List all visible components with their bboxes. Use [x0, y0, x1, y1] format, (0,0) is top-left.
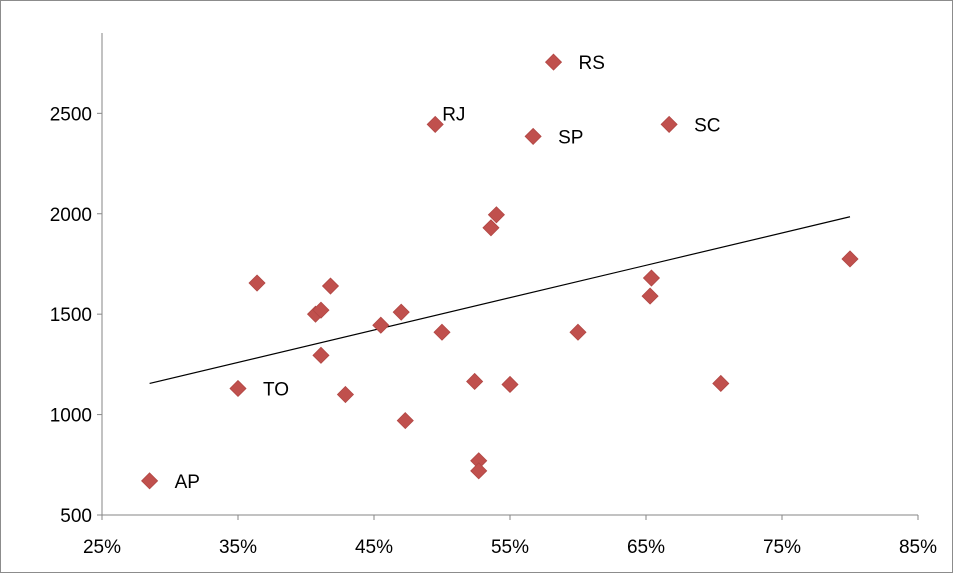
x-tick-label: 65%: [627, 537, 665, 558]
data-point: [641, 287, 659, 305]
x-tick-label: 35%: [219, 537, 257, 558]
y-tick-label: 2000: [50, 205, 92, 226]
x-tick-label: 85%: [899, 537, 937, 558]
data-point: [482, 219, 500, 237]
y-tick-label: 2500: [50, 104, 92, 125]
data-point: [426, 115, 444, 133]
data-point-label: AP: [175, 472, 200, 493]
data-point: [396, 412, 414, 430]
data-point: [372, 316, 390, 334]
data-point: [544, 53, 563, 71]
data-point-label: RS: [579, 53, 605, 74]
data-point: [392, 303, 410, 321]
data-point: [524, 127, 542, 145]
data-point: [569, 323, 587, 341]
data-point: [229, 379, 247, 398]
data-point: [660, 115, 678, 133]
trendline: [149, 216, 851, 385]
data-point: [466, 372, 484, 391]
data-point: [433, 323, 451, 341]
data-point: [470, 462, 488, 480]
x-tick-label: 25%: [83, 537, 121, 558]
data-point: [312, 346, 330, 364]
data-point-label: RJ: [442, 104, 465, 125]
data-point: [487, 206, 505, 224]
data-point: [336, 385, 355, 404]
data-point: [712, 374, 730, 393]
data-point-label: SC: [694, 115, 720, 136]
y-tick-label: 1000: [50, 406, 92, 427]
data-point: [841, 250, 859, 268]
data-point: [321, 277, 340, 295]
data-point-label: TO: [263, 379, 289, 400]
y-tick-label: 500: [60, 506, 92, 527]
x-tick-label: 75%: [763, 537, 801, 558]
y-tick-label: 1500: [50, 305, 92, 326]
x-tick-label: 45%: [355, 537, 393, 558]
data-point: [501, 375, 519, 394]
data-point-label: SP: [558, 127, 583, 148]
x-tick-label: 55%: [491, 537, 529, 558]
data-point: [141, 472, 159, 490]
data-point: [312, 301, 330, 319]
data-point: [642, 269, 661, 287]
data-point: [248, 274, 266, 292]
